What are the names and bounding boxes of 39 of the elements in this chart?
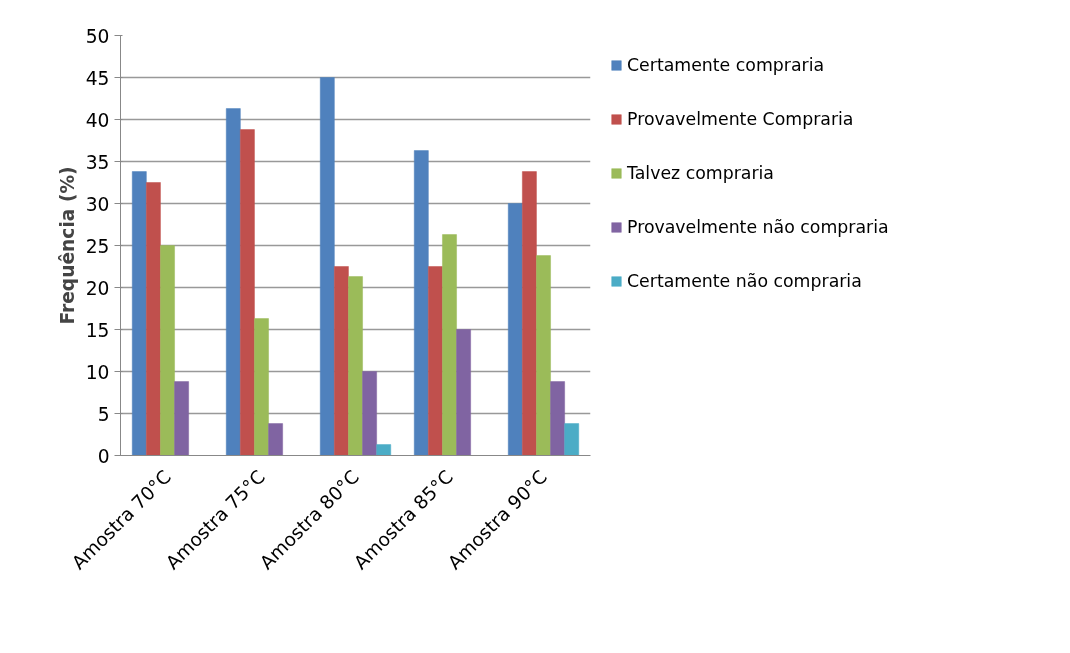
y-tick-label: 10 (85, 361, 110, 383)
y-tick-label: 25 (85, 235, 110, 257)
bar (334, 266, 349, 456)
bar (414, 150, 429, 456)
y-tick-label: 35 (85, 151, 110, 173)
bar (522, 171, 537, 456)
y-tick-label: 5 (97, 403, 110, 425)
bar (442, 234, 457, 456)
legend-label: Provavelmente Compraria (627, 109, 854, 129)
y-tick-label: 40 (85, 109, 110, 131)
bar (550, 381, 565, 456)
bar (268, 423, 283, 456)
y-tick-label: 30 (85, 193, 110, 215)
bar (428, 266, 443, 456)
bar (226, 108, 241, 456)
y-tick-label: 50 (85, 25, 110, 47)
bar (376, 444, 391, 456)
y-tick-label: 0 (97, 445, 110, 467)
bar (362, 371, 377, 456)
bar (240, 129, 255, 456)
legend-label: Certamente não compraria (627, 271, 862, 291)
bar (160, 245, 175, 456)
bar (254, 318, 269, 456)
bar (174, 381, 189, 456)
bar (146, 182, 161, 456)
bar (564, 423, 579, 456)
y-tick-label: 45 (85, 67, 110, 89)
y-tick-label: 15 (85, 319, 110, 341)
bar (456, 329, 471, 456)
bar (508, 203, 523, 456)
bar (132, 171, 147, 456)
bar (348, 276, 363, 456)
bar (536, 255, 551, 456)
bar (320, 77, 335, 456)
legend-label: Certamente compraria (627, 55, 825, 75)
legend-label: Provavelmente não compraria (627, 217, 889, 237)
y-axis-title: Frequência (%) (56, 166, 78, 325)
legend-label: Talvez compraria (627, 163, 774, 183)
y-tick-label: 20 (85, 277, 110, 299)
